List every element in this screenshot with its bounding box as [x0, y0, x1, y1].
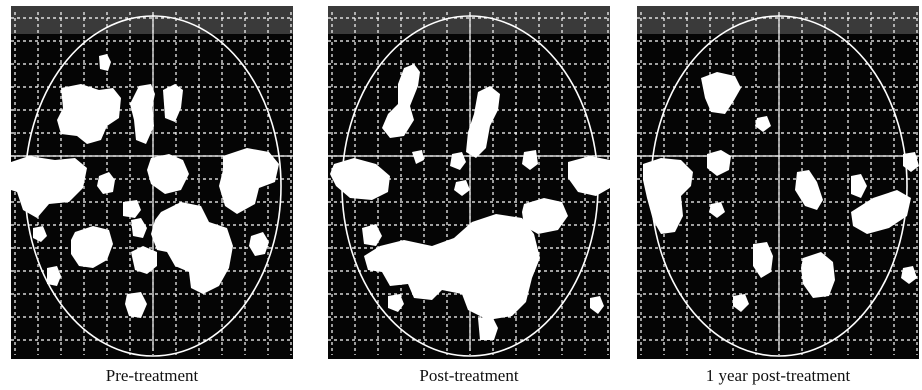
activation-region — [466, 86, 500, 158]
brain-scan-image — [328, 6, 610, 359]
activation-region — [249, 232, 269, 256]
activation-region — [99, 54, 111, 71]
brain-scan-pre-treatment — [11, 6, 293, 359]
activation-region — [125, 292, 147, 318]
scan-top-band — [637, 6, 919, 34]
activation-region — [801, 252, 835, 298]
activation-region — [388, 294, 404, 312]
scan-top-band — [11, 6, 293, 34]
scan-top-band — [328, 6, 610, 34]
brain-scan-1-year-post-treatment — [637, 6, 919, 359]
brain-scan-image — [637, 6, 919, 359]
activation-region — [643, 158, 693, 234]
activation-region — [851, 174, 867, 198]
activation-region — [131, 218, 147, 238]
caption-pre-treatment: Pre-treatment — [105, 366, 199, 385]
caption-post-treatment: Post-treatment — [419, 366, 519, 385]
activation-region — [478, 316, 498, 340]
activation-region — [590, 296, 604, 314]
activation-region — [123, 200, 141, 218]
activation-region — [97, 172, 115, 194]
activation-region — [851, 190, 911, 234]
activation-region — [701, 72, 741, 114]
activation-region — [362, 224, 382, 246]
activation-region — [733, 294, 749, 312]
activation-region — [522, 150, 538, 170]
activation-region — [163, 84, 183, 122]
activation-region — [709, 202, 725, 218]
activation-region — [147, 154, 189, 194]
activation-region — [454, 180, 470, 196]
activation-region — [219, 148, 279, 214]
brain-scan-image — [11, 6, 293, 359]
brain-scan-post-treatment — [328, 6, 610, 359]
brain-outline — [650, 15, 908, 357]
activation-region — [755, 116, 771, 132]
activation-region — [568, 156, 610, 196]
activation-region — [753, 242, 773, 278]
activation-region — [57, 84, 121, 144]
activation-region — [382, 64, 420, 138]
brain-outline — [24, 15, 282, 357]
activation-region — [47, 266, 61, 286]
brain-outline — [341, 15, 599, 357]
activation-region — [412, 150, 424, 164]
activation-region — [33, 226, 47, 242]
caption-1-year-post-treatment: 1 year post-treatment — [705, 366, 851, 385]
activation-region — [130, 84, 155, 144]
activation-region — [71, 226, 113, 268]
activation-region — [131, 246, 157, 274]
